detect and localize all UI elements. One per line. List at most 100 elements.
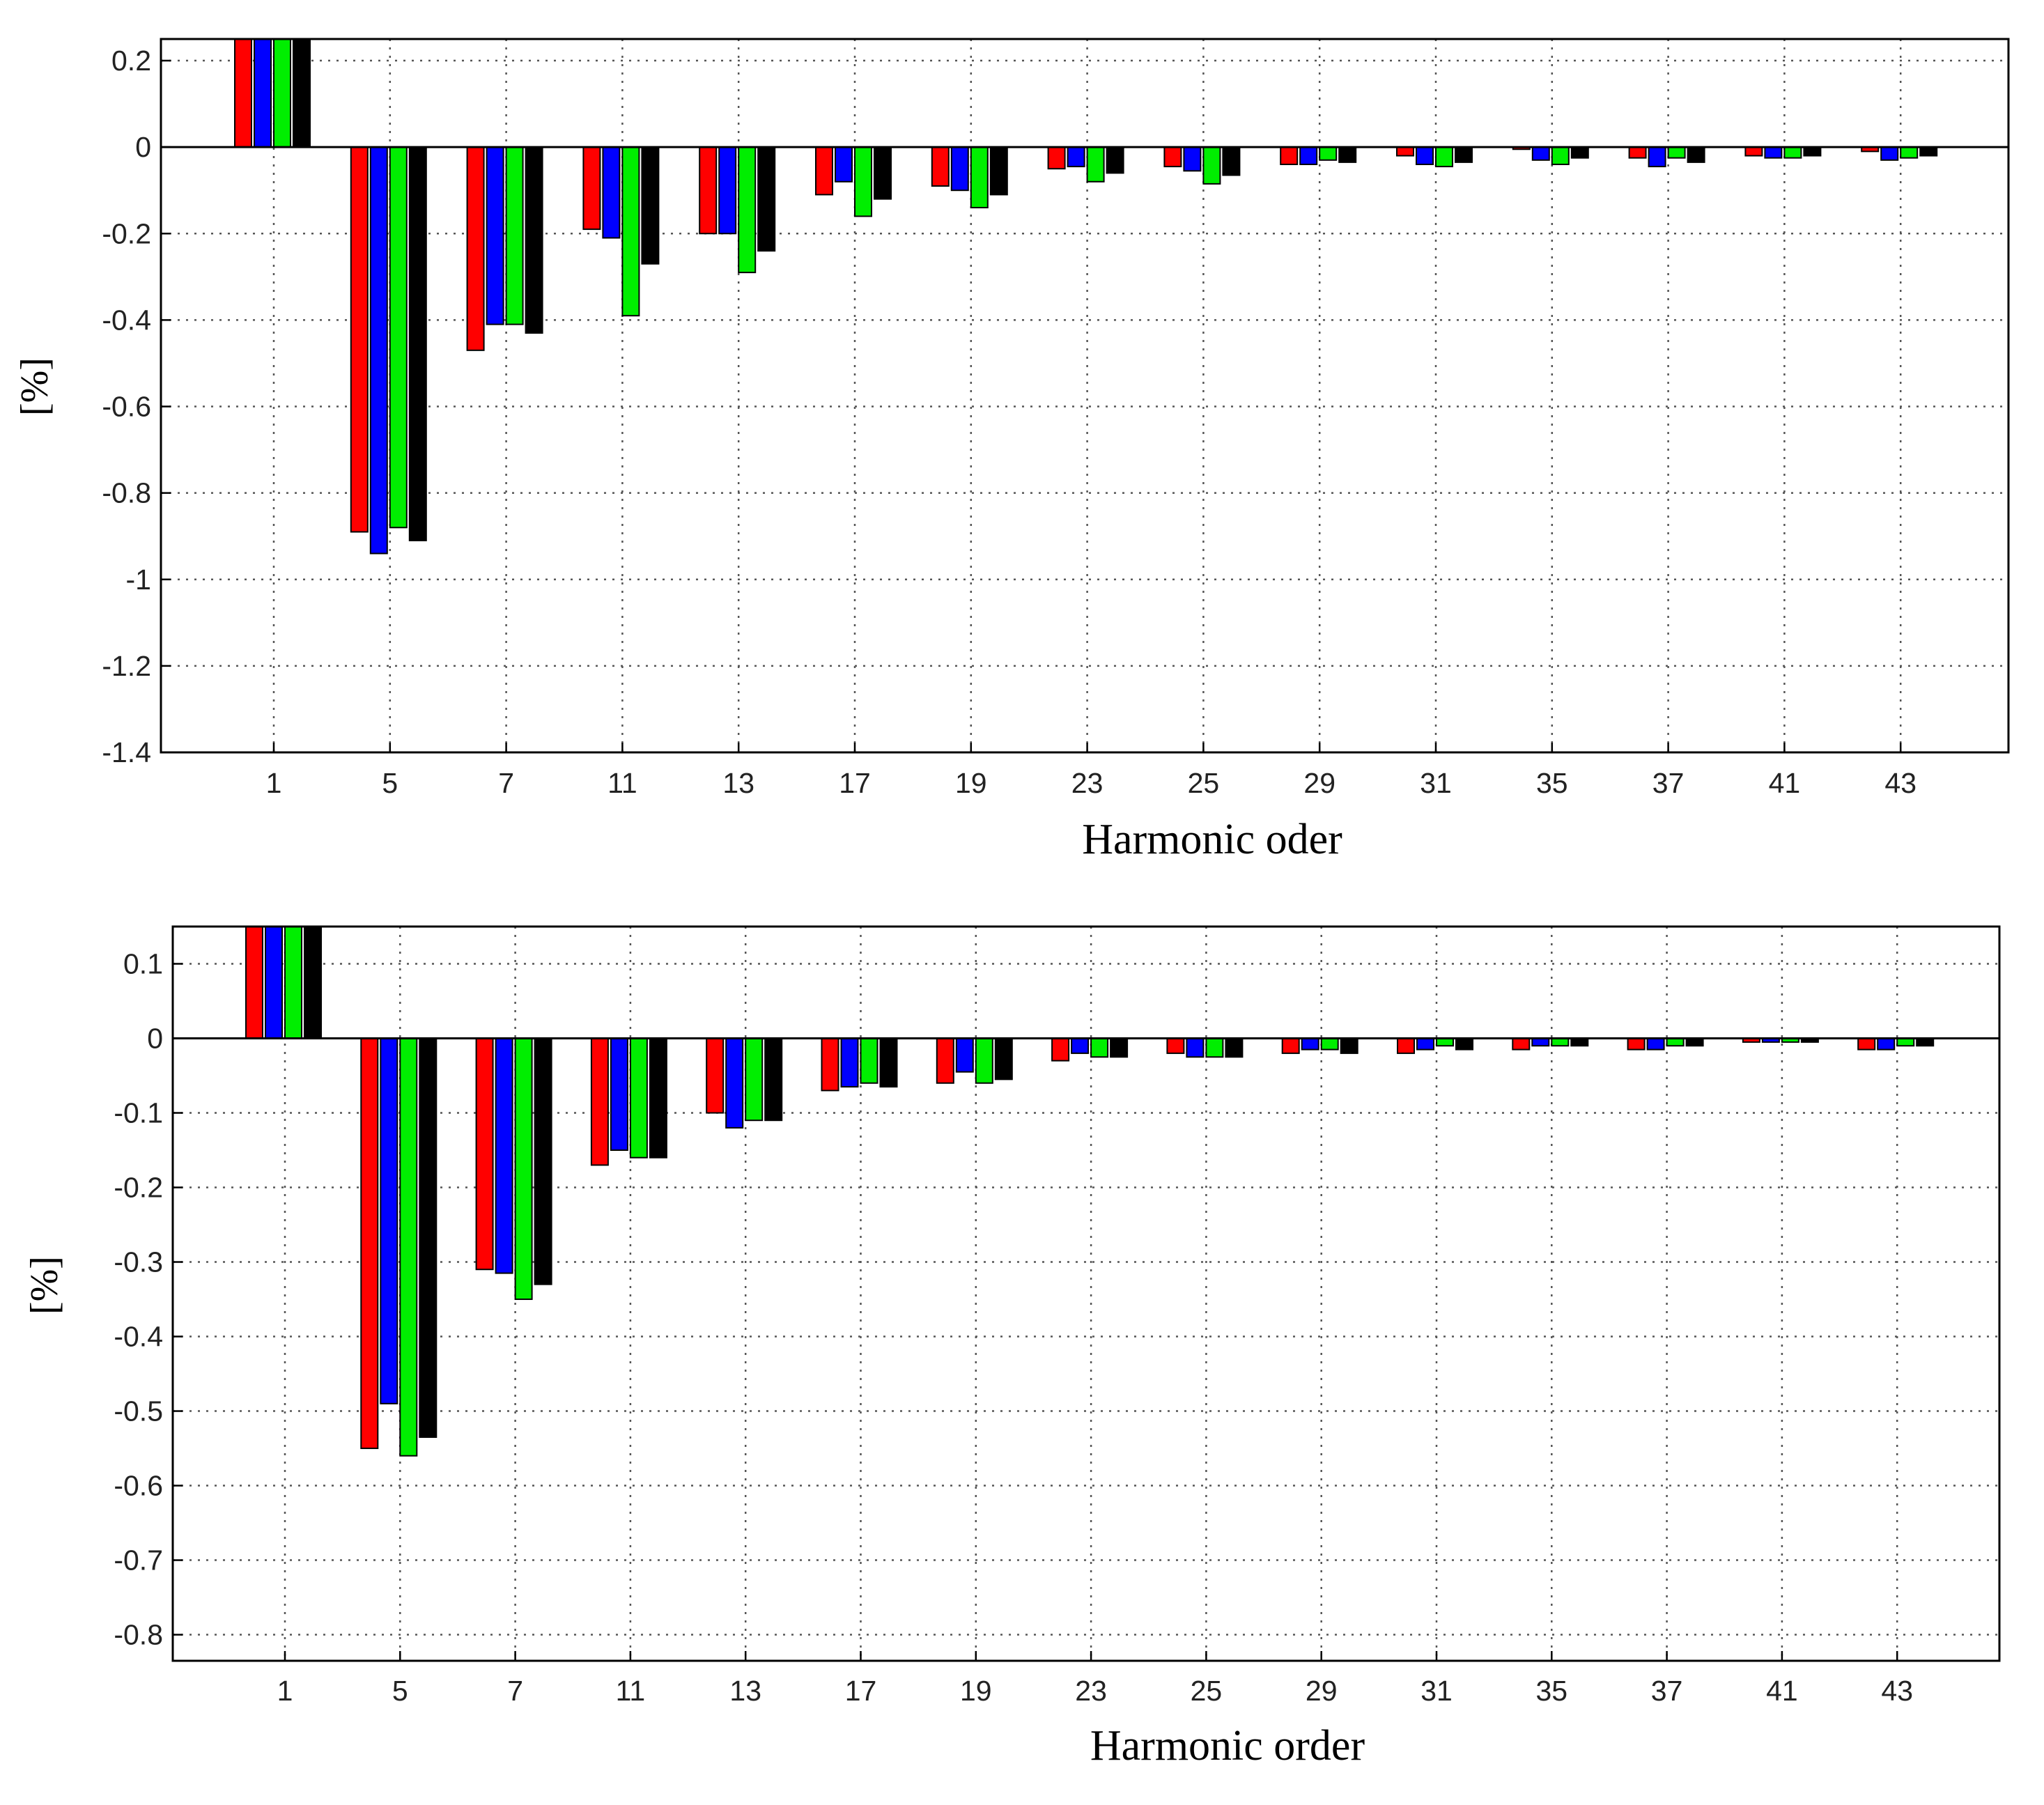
bar-series1-h11 bbox=[590, 1037, 609, 1166]
x-tick-label: 19 bbox=[960, 1675, 992, 1707]
bar-series1-h23 bbox=[1047, 146, 1066, 170]
bar-series4-h35 bbox=[1570, 146, 1589, 159]
bar-series4-h7 bbox=[534, 1037, 552, 1285]
bar-series4-h25 bbox=[1222, 146, 1241, 176]
bar-series4-h13 bbox=[757, 146, 776, 252]
x-tick-label: 1 bbox=[266, 767, 282, 799]
bar-series2-h1 bbox=[254, 38, 272, 148]
bar-series2-h31 bbox=[1416, 1037, 1434, 1051]
y-tick-label: -1.2 bbox=[102, 650, 151, 682]
bar-series4-h23 bbox=[1110, 1037, 1129, 1058]
bar-series1-h17 bbox=[815, 146, 833, 196]
x-tick-label: 7 bbox=[498, 767, 514, 799]
bar-series2-h19 bbox=[950, 146, 969, 192]
bar-series1-h23 bbox=[1051, 1037, 1070, 1062]
x-tick-label: 41 bbox=[1766, 1675, 1798, 1707]
x-tick-label: 41 bbox=[1769, 767, 1801, 799]
bar-series2-h29 bbox=[1299, 146, 1318, 165]
x-tick-label: 11 bbox=[616, 1675, 646, 1707]
x-tick-label: 35 bbox=[1536, 767, 1568, 799]
bar-series1-h5 bbox=[360, 1037, 379, 1450]
bar-series3-h43 bbox=[1900, 146, 1919, 159]
bar-series1-h37 bbox=[1627, 1037, 1646, 1051]
bar-series1-h19 bbox=[931, 146, 950, 187]
y-tick-label: 0.2 bbox=[111, 45, 151, 77]
y-tick-label: -0.5 bbox=[114, 1395, 163, 1427]
bar-series2-h35 bbox=[1531, 146, 1550, 161]
bar-series3-h7 bbox=[514, 1037, 533, 1301]
bar-series4-h41 bbox=[1803, 146, 1822, 157]
bar-series2-h35 bbox=[1531, 1037, 1550, 1047]
bar-series1-h5 bbox=[350, 146, 369, 533]
bar-series4-h43 bbox=[1916, 1037, 1935, 1047]
bar-series3-h1 bbox=[273, 38, 291, 148]
bar-series3-h35 bbox=[1551, 1037, 1570, 1047]
plot-area bbox=[161, 39, 2008, 752]
bar-series3-h35 bbox=[1551, 146, 1570, 165]
bar-series4-h37 bbox=[1685, 1037, 1704, 1047]
y-tick-label: -0.1 bbox=[114, 1097, 163, 1129]
bar-series4-h29 bbox=[1338, 146, 1357, 163]
x-tick-label: 29 bbox=[1303, 767, 1335, 799]
bar-series3-h5 bbox=[399, 1037, 418, 1457]
bar-series4-h25 bbox=[1225, 1037, 1244, 1058]
bar-series4-h11 bbox=[649, 1037, 667, 1159]
bar-series2-h7 bbox=[495, 1037, 513, 1274]
bar-series2-h43 bbox=[1877, 1037, 1896, 1051]
bar-series4-h1 bbox=[293, 38, 311, 148]
bar-series2-h5 bbox=[380, 1037, 398, 1404]
x-tick-label: 31 bbox=[1420, 1675, 1453, 1707]
bar-series1-h13 bbox=[706, 1037, 725, 1114]
plot-frame bbox=[160, 38, 2010, 754]
y-tick-label: -1.4 bbox=[102, 736, 151, 768]
bar-series2-h29 bbox=[1301, 1037, 1319, 1051]
bar-series1-h35 bbox=[1512, 1037, 1531, 1051]
bar-series3-h23 bbox=[1086, 146, 1105, 183]
bar-series1-h31 bbox=[1397, 1037, 1415, 1054]
bar-series2-h1 bbox=[265, 926, 283, 1039]
x-tick-label: 29 bbox=[1306, 1675, 1338, 1707]
x-tick-label: 25 bbox=[1191, 1675, 1223, 1707]
bar-series3-h37 bbox=[1667, 146, 1686, 159]
x-tick-label: 23 bbox=[1071, 767, 1104, 799]
bar-series2-h5 bbox=[369, 146, 388, 555]
bar-series4-h43 bbox=[1919, 146, 1938, 157]
bar-series4-h31 bbox=[1455, 146, 1473, 163]
bar-series4-h5 bbox=[408, 146, 427, 541]
plot-area bbox=[173, 927, 1999, 1661]
y-axis-label: [%] bbox=[23, 1256, 66, 1315]
x-tick-label: 5 bbox=[392, 1675, 408, 1707]
x-tick-label: 35 bbox=[1535, 1675, 1567, 1707]
bar-series4-h29 bbox=[1340, 1037, 1358, 1054]
bar-series3-h17 bbox=[860, 1037, 878, 1084]
bar-series1-h17 bbox=[821, 1037, 839, 1092]
bar-series3-h25 bbox=[1205, 1037, 1224, 1058]
bar-series4-h31 bbox=[1455, 1037, 1473, 1051]
bar-series2-h25 bbox=[1186, 1037, 1205, 1058]
bar-series2-h37 bbox=[1646, 1037, 1665, 1051]
bar-series2-h23 bbox=[1067, 146, 1085, 168]
bar-series1-h43 bbox=[1857, 1037, 1876, 1051]
bar-series3-h19 bbox=[975, 1037, 993, 1084]
bar-series2-h7 bbox=[486, 146, 504, 325]
bar-series3-h17 bbox=[854, 146, 872, 217]
bar-series3-h1 bbox=[284, 926, 302, 1039]
bar-series2-h25 bbox=[1183, 146, 1202, 172]
bar-series2-h11 bbox=[610, 1037, 628, 1152]
x-tick-label: 17 bbox=[845, 1675, 877, 1707]
x-tick-label: 31 bbox=[1420, 767, 1452, 799]
bar-series4-h17 bbox=[874, 146, 892, 200]
x-tick-label: 11 bbox=[607, 767, 637, 799]
bar-series1-h41 bbox=[1744, 146, 1763, 157]
y-tick-label: -0.2 bbox=[114, 1172, 163, 1204]
bar-series3-h11 bbox=[621, 146, 640, 317]
bar-series1-h11 bbox=[582, 146, 601, 231]
bar-series2-h17 bbox=[840, 1037, 859, 1088]
bar-series1-h7 bbox=[475, 1037, 494, 1271]
bar-series4-h19 bbox=[994, 1037, 1013, 1080]
chart-top: 0.2 0 -0.2 -0.4 -0.6 -0.8 -1 -1.2 -1.4 1 5 7 11 13 17 1… bbox=[13, 38, 2010, 863]
y-axis-label: [%] bbox=[13, 357, 56, 416]
x-tick-label: 13 bbox=[722, 767, 754, 799]
y-tick-label: -0.3 bbox=[114, 1246, 163, 1278]
bar-series2-h13 bbox=[718, 146, 737, 235]
